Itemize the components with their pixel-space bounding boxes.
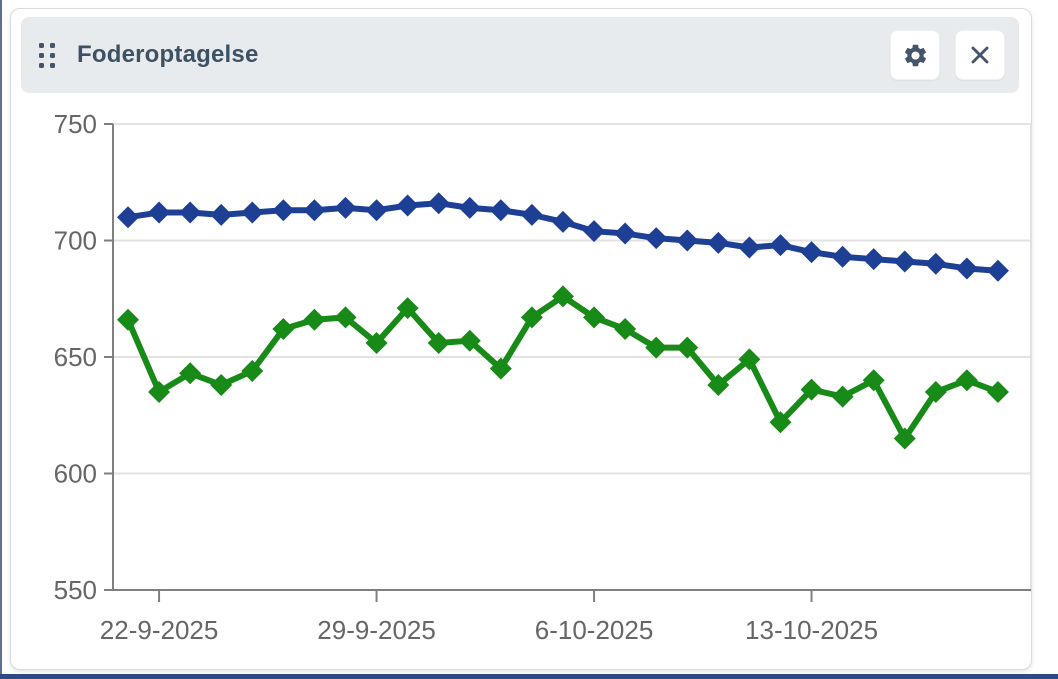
feed-intake-chart: 550 600 650 700 750 22-9-2025 29-9-2025 6-10-20… <box>54 109 1032 645</box>
widget-title: Foderoptagelse <box>77 41 259 68</box>
y-tick-label: 700 <box>54 226 97 256</box>
widget-card: Foderoptagelse 550 600 650 700 750 22-9-2025 2… <box>10 8 1032 670</box>
y-tick-label: 550 <box>54 575 97 605</box>
dashboard-left-border <box>0 0 2 679</box>
x-axis-labels: 22-9-2025 29-9-2025 6-10-2025 13-10-2025 <box>100 615 878 645</box>
settings-button[interactable] <box>890 30 940 80</box>
x-tick-label: 22-9-2025 <box>100 615 219 645</box>
series-blue <box>117 192 1009 282</box>
widget-header: Foderoptagelse <box>21 17 1019 93</box>
close-button[interactable] <box>955 30 1005 80</box>
series-blue-markers <box>117 192 1009 282</box>
drag-handle-icon[interactable] <box>39 42 55 68</box>
x-tick-label: 6-10-2025 <box>535 615 654 645</box>
x-tick-label: 29-9-2025 <box>317 615 436 645</box>
gear-icon <box>904 44 926 66</box>
gridlines <box>113 123 1032 590</box>
series-green <box>117 285 1009 450</box>
axes <box>104 123 1031 602</box>
y-axis-labels: 550 600 650 700 750 <box>54 109 97 605</box>
close-icon <box>971 46 989 64</box>
y-tick-label: 650 <box>54 342 97 372</box>
series-green-markers <box>117 285 1009 450</box>
x-tick-label: 13-10-2025 <box>745 615 878 645</box>
y-tick-label: 600 <box>54 459 97 489</box>
dashboard-bottom-border <box>0 674 1058 679</box>
y-tick-label: 750 <box>54 109 97 139</box>
